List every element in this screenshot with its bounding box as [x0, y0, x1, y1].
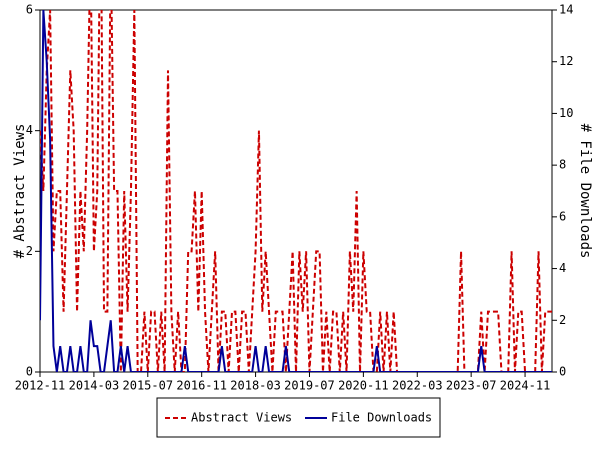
y2-tick-label: 6	[559, 209, 566, 223]
y2-tick-label: 0	[559, 365, 566, 379]
y-tick-label: 2	[26, 244, 33, 258]
x-tick-label: 2023-07	[446, 379, 497, 393]
y2-tick-label: 14	[559, 3, 573, 17]
y2-tick-label: 12	[559, 54, 573, 68]
y-tick-label: 0	[26, 365, 33, 379]
y2-tick-label: 2	[559, 313, 566, 327]
x-tick-label: 2015-07	[123, 379, 174, 393]
y-tick-label: 4	[26, 123, 33, 137]
data-line	[40, 10, 552, 372]
y-tick-label: 6	[26, 3, 33, 17]
x-tick-label: 2022-03	[392, 379, 443, 393]
x-tick-label: 2014-03	[69, 379, 120, 393]
legend-label: Abstract Views	[191, 411, 292, 425]
y-axis-label: # Abstract Views	[12, 124, 28, 259]
y2-tick-label: 10	[559, 106, 573, 120]
x-tick-label: 2019-07	[284, 379, 335, 393]
legend-box	[156, 397, 441, 438]
plot-lines	[40, 10, 552, 372]
legend-label: File Downloads	[331, 411, 432, 425]
x-tick-label: 2024-11	[500, 379, 551, 393]
y2-axis-label: # File Downloads	[577, 124, 593, 259]
y2-tick-label: 4	[559, 261, 566, 275]
y2-tick-label: 8	[559, 158, 566, 172]
data-line	[40, 10, 552, 372]
x-tick-label: 2018-03	[230, 379, 281, 393]
x-tick-label: 2016-11	[176, 379, 227, 393]
x-tick-label: 2020-11	[338, 379, 389, 393]
x-tick-label: 2012-11	[15, 379, 66, 393]
